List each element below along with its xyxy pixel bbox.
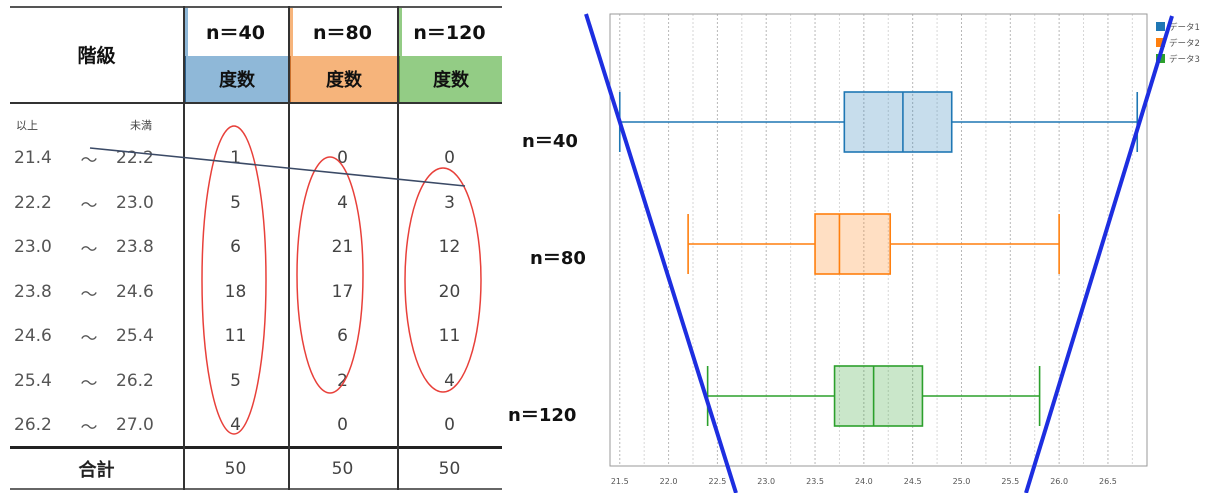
freq-cell-5-2: 6 [337,326,348,346]
class-upper-2: 23.0 [116,193,154,213]
class-separator-3: ～ [80,239,98,260]
column-accent-3 [397,6,402,56]
freq-cell-3-2: 21 [331,237,354,257]
class-upper-6: 26.2 [116,371,154,391]
class-upper-7: 27.0 [116,415,154,435]
class-separator-5: ～ [80,328,98,349]
freq-cell-7-3: 0 [444,415,455,435]
class-separator-1: ～ [80,150,98,171]
box-2 [814,213,892,275]
column-header-freq-3: 度数 [397,56,502,102]
column-divider-1 [183,6,185,490]
freq-cell-7-2: 0 [337,415,348,435]
x-tick-label-9: 25.5 [1001,477,1019,486]
class-lower-1: 21.4 [14,148,52,168]
class-separator-7: ～ [80,417,98,438]
total-value-1: 50 [224,459,247,479]
annotation-line-right [1024,15,1174,493]
upper-bound-label: 未満 [130,119,152,132]
freq-cell-1-2: 0 [337,148,348,168]
class-separator-2: ～ [80,195,98,216]
plot-label-n40: n＝40 [522,131,578,152]
freq-cell-6-3: 4 [444,371,455,391]
freq-cell-1-3: 0 [444,148,455,168]
x-tick-label-3: 22.5 [708,477,726,486]
class-lower-4: 23.8 [14,282,52,302]
class-lower-2: 22.2 [14,193,52,213]
box-1 [843,91,953,153]
column-header-n-3: n＝120 [413,21,486,44]
boxplot-chart: 21.5 22.0 22.5 23.0 23.5 24.0 24.5 25.0 25.5 26.0… [584,13,1200,493]
column-accent-1 [183,6,188,56]
legend-label-1: データ1 [1169,22,1200,33]
column-header-freq-2: 度数 [288,56,397,102]
column-header-n-2: n＝80 [313,21,372,44]
class-separator-4: ～ [80,284,98,305]
class-upper-5: 25.4 [116,326,154,346]
total-label: 合計 [78,460,115,481]
freq-cell-3-3: 12 [438,237,461,257]
frequency-table: 階級 n＝40 度数 n＝80 度数 n＝120 度数以上 未満 21.4 ～ 22.2 1 0 0 22.… [10,6,502,490]
table-bottom-rule [10,488,502,490]
total-value-2: 50 [331,459,354,479]
class-lower-6: 25.4 [14,371,52,391]
box-3 [833,365,924,427]
column-accent-2 [288,6,293,56]
x-tick-label-1: 21.5 [611,477,629,486]
column-divider-3 [397,6,399,490]
x-tick-label-2: 22.0 [660,477,678,486]
class-separator-6: ～ [80,373,98,394]
freq-cell-5-1: 11 [224,326,247,346]
class-upper-1: 22.2 [116,148,154,168]
lower-bound-label: 以上 [16,119,38,132]
freq-cell-2-1: 5 [230,193,241,213]
column-header-n-1: n＝40 [206,21,265,44]
freq-cell-6-1: 5 [230,371,241,391]
header-bottom-rule [10,102,502,104]
column-divider-2 [288,6,290,490]
x-tick-label-5: 23.5 [806,477,824,486]
freq-cell-7-1: 4 [230,415,241,435]
legend-label-3: データ3 [1169,54,1200,65]
freq-cell-4-1: 18 [224,282,247,302]
freq-cell-1-1: 1 [230,148,241,168]
x-tick-label-6: 24.0 [855,477,873,486]
freq-cell-2-3: 3 [444,193,455,213]
class-upper-3: 23.8 [116,237,154,257]
x-tick-label-4: 23.0 [757,477,775,486]
freq-cell-5-3: 11 [438,326,461,346]
table-top-rule [10,6,502,8]
class-header: 階級 [77,44,116,67]
freq-cell-4-2: 17 [331,282,354,302]
x-tick-label-8: 25.0 [953,477,971,486]
boxplot-panel: n＝40 n＝80 n＝120 21.5 22.0 22.5 23.0 23.5 24.0… [506,0,1218,493]
x-tick-label-10: 26.0 [1050,477,1068,486]
freq-cell-2-2: 4 [337,193,348,213]
annotation-line-left [584,13,738,493]
legend-swatch-1 [1156,22,1165,31]
freq-cell-4-3: 20 [438,282,461,302]
class-upper-4: 24.6 [116,282,154,302]
class-lower-3: 23.0 [14,237,52,257]
class-lower-7: 26.2 [14,415,52,435]
freq-cell-6-2: 2 [337,371,348,391]
legend-swatch-2 [1156,38,1165,47]
legend-label-2: データ2 [1169,38,1200,49]
plot-label-n80: n＝80 [530,248,586,269]
x-tick-label-11: 26.5 [1099,477,1117,486]
x-tick-label-7: 24.5 [904,477,922,486]
total-value-3: 50 [438,459,461,479]
class-lower-5: 24.6 [14,326,52,346]
total-top-rule [10,446,502,449]
column-header-freq-1: 度数 [183,56,288,102]
plot-label-n120: n＝120 [508,405,577,426]
freq-cell-3-1: 6 [230,237,241,257]
plot-frame [609,13,1148,467]
